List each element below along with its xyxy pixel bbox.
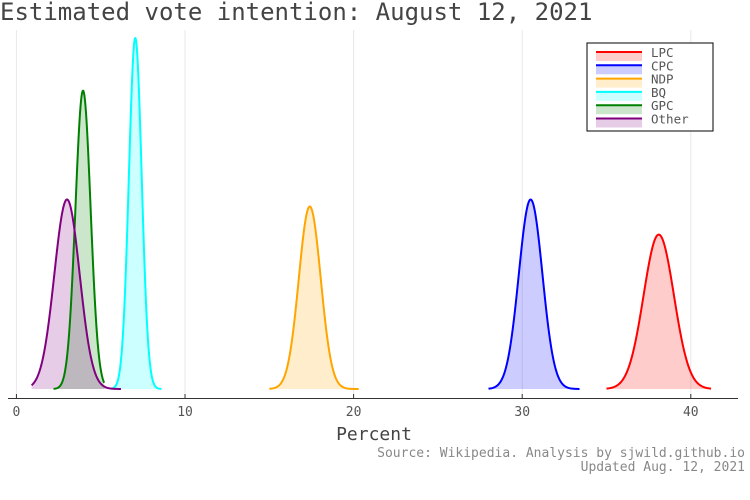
legend-box <box>586 42 714 132</box>
legend-label-ndp: NDP <box>651 72 674 87</box>
density-line-lpc <box>606 233 712 390</box>
density-line-cpc <box>488 198 580 390</box>
density-line-gpc <box>52 89 106 390</box>
legend-swatch-cpc <box>596 65 642 75</box>
source-note: Source: Wikipedia. Analysis by sjwild.gi… <box>377 446 745 461</box>
density-lines <box>30 37 712 390</box>
density-area-ndp <box>269 206 359 389</box>
legend-label-cpc: CPC <box>651 58 674 73</box>
x-axis-ticks: 0 10 20 30 40 <box>13 394 699 420</box>
density-line-other <box>30 198 122 390</box>
x-tick-label-30: 30 <box>514 405 530 420</box>
x-tick-label-20: 20 <box>346 405 362 420</box>
legend-label-lpc: LPC <box>651 45 674 60</box>
legend-swatch-lpc <box>596 52 642 61</box>
legend-swatch-other <box>596 118 642 128</box>
legend-swatch-ndp <box>596 78 642 88</box>
chart-title: Estimated vote intention: August 12, 202… <box>0 0 592 26</box>
x-tick-label-0: 0 <box>13 405 21 420</box>
legend-label-gpc: GPC <box>651 98 674 113</box>
updated-note: Updated Aug. 12, 2021 <box>581 460 745 475</box>
density-area-gpc <box>53 90 105 390</box>
density-area-lpc <box>606 234 712 389</box>
legend-swatch-bq <box>596 91 642 101</box>
density-line-ndp <box>269 205 359 390</box>
density-line-bq <box>110 37 162 390</box>
legend-label-other: Other <box>651 112 689 127</box>
legend-swatch-gpc <box>596 105 642 115</box>
legend-label-bq: BQ <box>651 85 666 100</box>
x-tick-label-10: 10 <box>177 405 193 420</box>
density-area-bq <box>110 38 162 389</box>
density-area-cpc <box>488 199 580 389</box>
density-area-other <box>31 199 121 389</box>
x-axis-label: Percent <box>336 424 412 445</box>
x-tick-label-40: 40 <box>683 405 699 420</box>
